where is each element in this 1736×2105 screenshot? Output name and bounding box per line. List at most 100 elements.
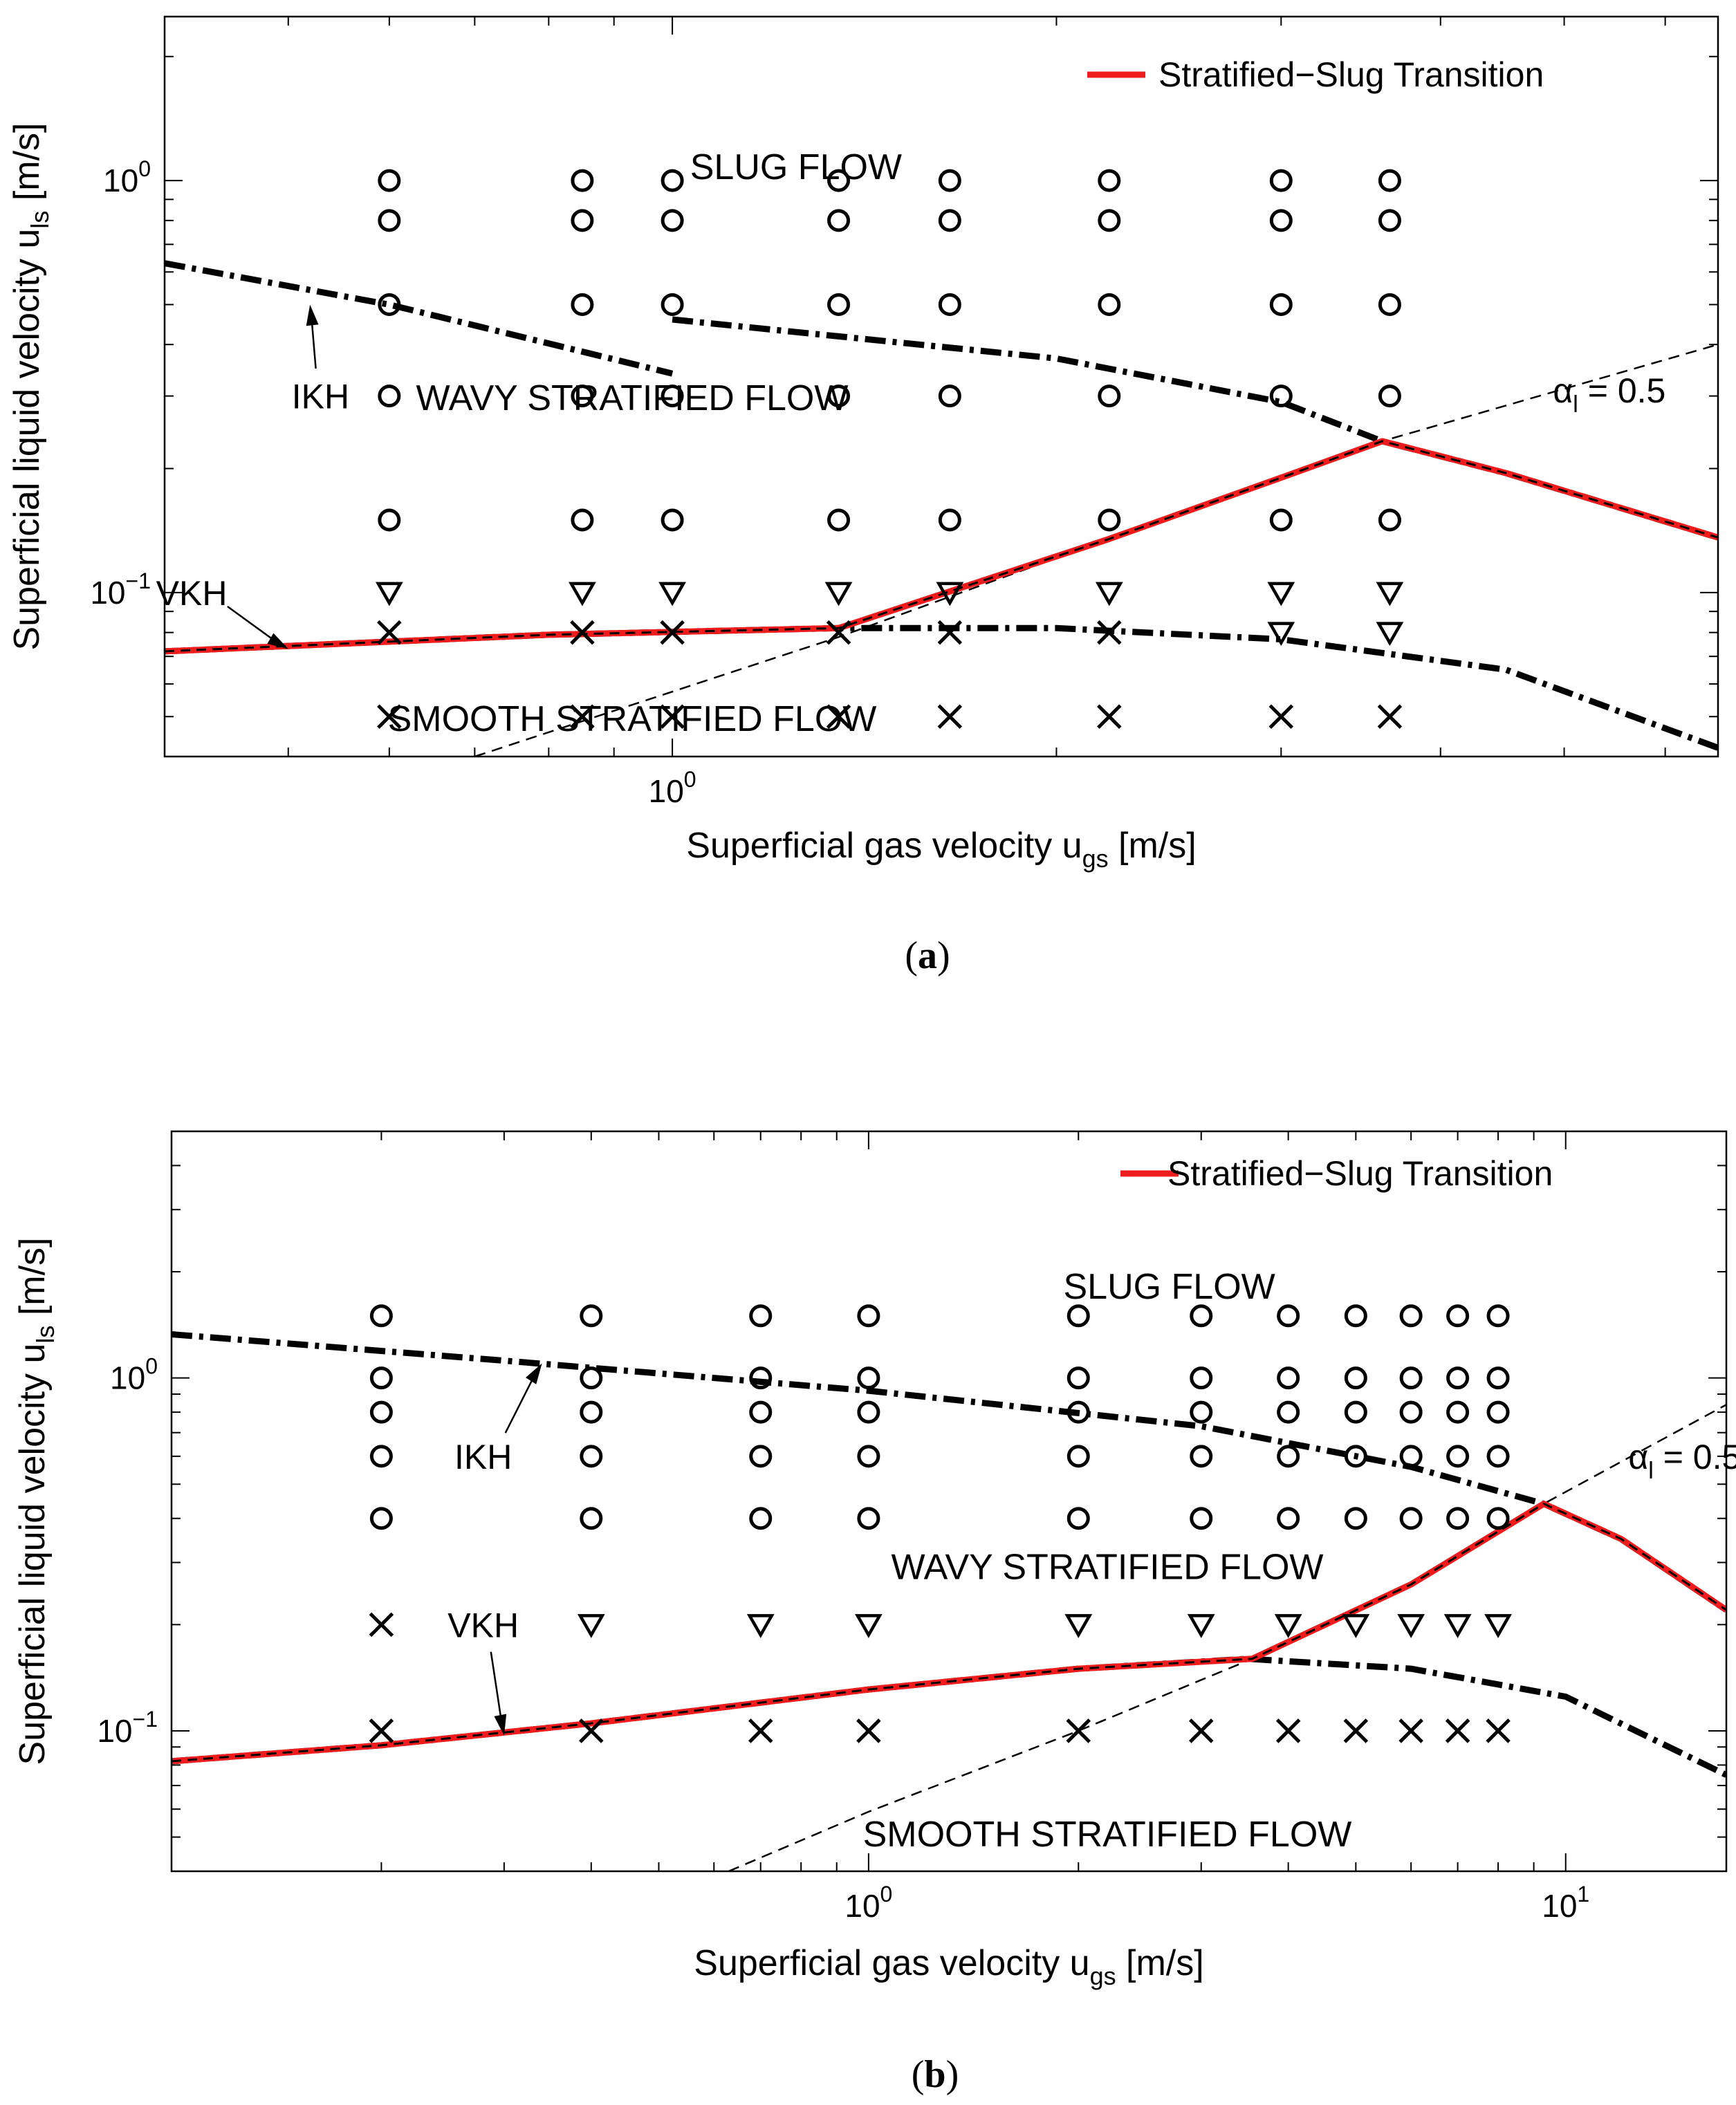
panel-b-marker-slug-circle	[1190, 1400, 1213, 1424]
panel-b-marker-wavy-triangle	[1484, 1614, 1512, 1638]
panel-a-marker-wavy-triangle	[1267, 622, 1295, 647]
panel-b-annotation-ikh-arrow-head	[526, 1363, 542, 1384]
panel-b-marker-slug-circle	[1446, 1445, 1470, 1468]
panel-b-marker-slug-circle	[749, 1445, 773, 1468]
panel-b-marker-slug-circle	[1066, 1304, 1090, 1328]
panel-b-marker-smooth-x	[1486, 1718, 1511, 1743]
panel-b-marker-slug-circle	[369, 1366, 393, 1390]
panel-b-marker-slug-circle	[1190, 1445, 1213, 1468]
panel-b-marker-slug-circle	[1277, 1366, 1300, 1390]
panel-b-marker-smooth-x	[579, 1718, 604, 1743]
panel-b-marker-slug-circle	[1399, 1304, 1423, 1328]
panel-a-marker-slug-circle	[827, 508, 851, 532]
panel-a-marker-wavy-triangle	[658, 582, 686, 606]
panel-b-marker-slug-circle	[1344, 1400, 1367, 1424]
panel-b-marker-slug-circle	[1066, 1507, 1090, 1530]
panel-b-marker-slug-circle	[1344, 1507, 1367, 1530]
panel-a-marker-slug-circle	[661, 384, 684, 408]
panel-a-x-tick-label: 100	[649, 767, 696, 809]
panel-a-marker-slug-circle	[1098, 293, 1121, 316]
panel-a-marker-smooth-x	[377, 704, 402, 730]
panel-a-marker-smooth-x	[570, 620, 595, 645]
panel-b-marker-wavy-triangle	[854, 1614, 883, 1638]
panel-b-marker-slug-circle	[1190, 1366, 1213, 1390]
panel-b-marker-smooth-x	[1188, 1718, 1214, 1743]
panel-b-marker-slug-circle	[1190, 1507, 1213, 1530]
panel-a-y-tick-label: 10−1	[90, 568, 151, 611]
panel-a-marker-slug-circle	[1269, 508, 1293, 532]
panel-b-series-stratified-slug-transition-line	[172, 1501, 1726, 1765]
panel-a-marker-smooth-x	[937, 620, 963, 645]
panel-b-marker-slug-circle	[1277, 1507, 1300, 1530]
panel-b-marker-smooth-x	[1343, 1718, 1369, 1743]
panel-a-marker-slug-circle	[1378, 209, 1401, 232]
panel-b-marker-slug-circle	[1344, 1304, 1367, 1328]
panel-a-annotation-ikh-arrow-head	[306, 304, 319, 326]
panel-a-series-stratified-slug-transition-overlay-dash	[165, 440, 1718, 653]
panel-b-marker-slug-circle	[1399, 1400, 1423, 1424]
panel-b-marker-slug-circle	[369, 1507, 393, 1530]
panel-b-marker-slug-circle	[1277, 1304, 1300, 1328]
panel-a-marker-smooth-x	[660, 620, 685, 645]
panel-a-axes-box	[163, 15, 1719, 758]
panel-b-marker-slug-circle	[1486, 1304, 1510, 1328]
panel-b-marker-wavy-triangle	[1187, 1614, 1215, 1638]
panel-a-series-vkh-line	[165, 624, 1718, 751]
panel-b-marker-slug-circle	[857, 1304, 880, 1328]
panel-a-marker-smooth-x	[937, 704, 963, 730]
panel-b-annotation-vkh-label: VKH	[447, 1606, 519, 1644]
panel-b-marker-slug-circle	[1446, 1400, 1470, 1424]
panel-a-y-axis-title: Superficial liquid velocity uls [m/s]	[7, 123, 54, 651]
panel-a-marker-slug-circle	[661, 209, 684, 232]
panel-a-ticks	[164, 17, 1718, 757]
panel-b-marker-wavy-triangle	[577, 1614, 605, 1638]
panel-b-marker-smooth-x	[1066, 1718, 1091, 1743]
panel-a-marker-smooth-x	[570, 704, 595, 730]
panel-a-marker-slug-circle	[1378, 293, 1401, 316]
panel-a-marker-slug-circle	[1378, 384, 1401, 408]
panel-a-marker-slug-circle	[378, 209, 401, 232]
panel-b-marker-slug-circle	[369, 1445, 393, 1468]
panel-a-marker-slug-circle	[571, 384, 594, 408]
panel-b-marker-wavy-triangle	[1397, 1614, 1425, 1638]
panel-a-marker-slug-circle	[1098, 508, 1121, 532]
panel-b-marker-slug-circle	[1277, 1445, 1300, 1468]
panel-b-marker-slug-circle	[580, 1366, 603, 1390]
panel-a-marker-slug-circle	[1378, 169, 1401, 192]
panel-b-marker-slug-circle	[1066, 1400, 1090, 1424]
panel-b-marker-slug-circle	[1399, 1507, 1423, 1530]
panel-b-marker-slug-circle	[857, 1366, 880, 1390]
panel-a-marker-slug-circle	[1269, 169, 1293, 192]
panel-a-marker-slug-circle	[378, 508, 401, 532]
panel-a-marker-smooth-x	[1377, 704, 1403, 730]
panel-a-marker-slug-circle	[378, 293, 401, 316]
panel-b-marker-slug-circle	[1446, 1507, 1470, 1530]
panel-b-marker-slug-circle	[1344, 1445, 1367, 1468]
panel-b-marker-wavy-triangle	[1342, 1614, 1370, 1638]
panel-b-region-label: SMOOTH STRATIFIED FLOW	[863, 1815, 1352, 1855]
panel-a-marker-slug-circle	[938, 508, 961, 532]
panel-b-marker-smooth-x	[1398, 1718, 1423, 1743]
panel-b-y-axis-title: Superficial liquid velocity uls [m/s]	[12, 1238, 59, 1765]
panel-a-alpha-label: αl = 0.5	[1553, 371, 1665, 418]
panel-b-marker-smooth-x	[1275, 1718, 1301, 1743]
panel-a-label: (a)	[905, 934, 950, 977]
panel-b-marker-slug-circle	[1486, 1366, 1510, 1390]
panel-a-marker-slug-circle	[827, 209, 851, 232]
panel-b-annotation-ikh-label: IKH	[454, 1438, 512, 1476]
panel-a-marker-slug-circle	[571, 293, 594, 316]
panel-b-y-tick-label: 100	[110, 1354, 158, 1396]
panel-b-marker-slug-circle	[1446, 1304, 1470, 1328]
panel-b-marker-smooth-x	[369, 1612, 394, 1638]
panel-b-marker-smooth-x	[1445, 1718, 1470, 1743]
panel-a-marker-slug-circle	[827, 169, 851, 192]
panel-a-marker-slug-circle	[827, 293, 851, 316]
panel-b-label: (b)	[912, 2053, 959, 2096]
panel-b-marker-slug-circle	[580, 1445, 603, 1468]
panel-a: 100 10−1 100 Superficial gas velocity ugs […	[7, 15, 1719, 977]
panel-a-marker-slug-circle	[938, 384, 961, 408]
panel-b-marker-smooth-x	[856, 1718, 881, 1743]
panel-b-annotation-vkh-arrow-shaft	[490, 1651, 503, 1723]
panel-a-marker-wavy-triangle	[1376, 582, 1404, 606]
